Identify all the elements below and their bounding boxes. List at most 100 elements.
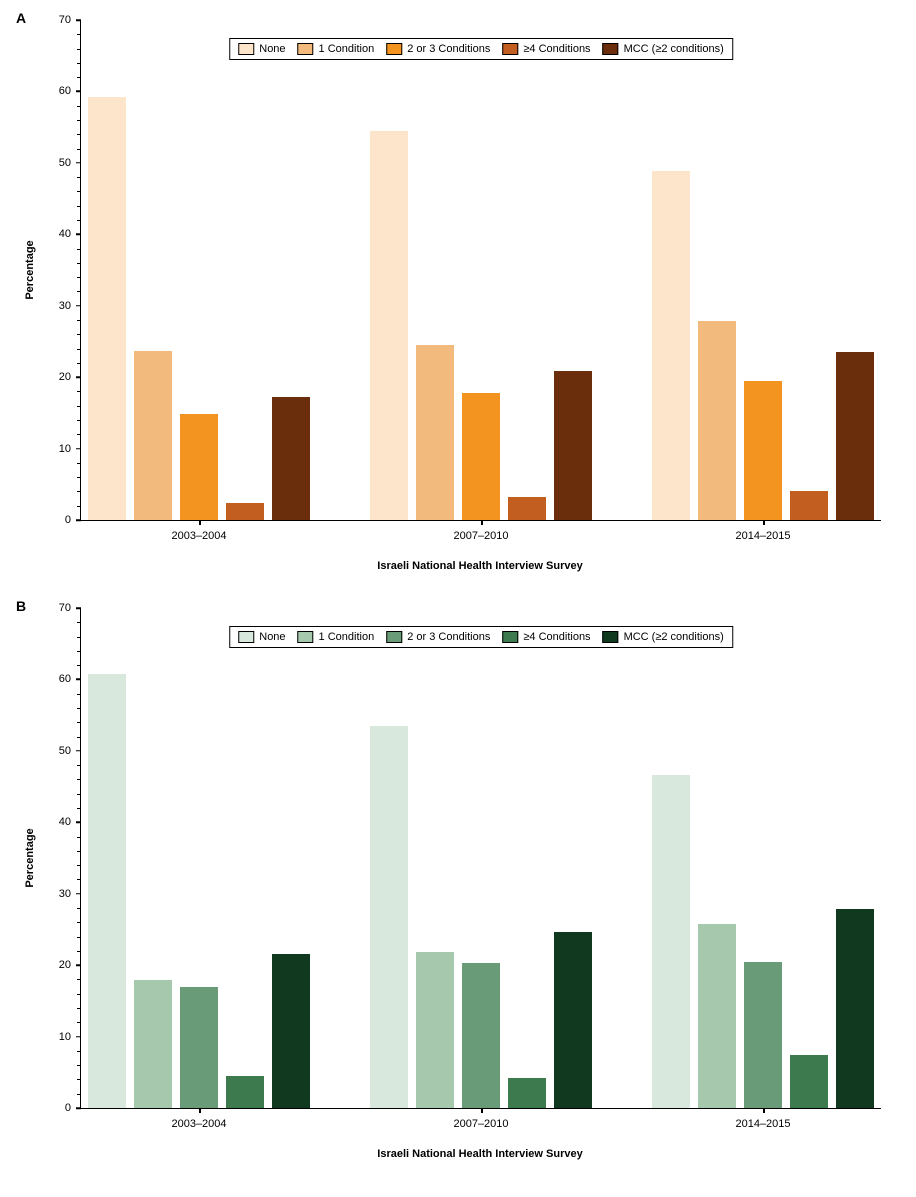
ytick-mark: [76, 19, 81, 21]
bar: [272, 954, 310, 1108]
ytick-minor: [77, 737, 81, 738]
ytick-minor: [77, 722, 81, 723]
legend-item: 2 or 3 Conditions: [386, 43, 490, 55]
ytick-minor: [77, 349, 81, 350]
ytick-label: 70: [41, 602, 71, 614]
x-axis-label: Israeli National Health Interview Survey: [377, 560, 582, 572]
ytick-minor: [77, 263, 81, 264]
legend-label: None: [259, 43, 285, 55]
ytick-minor: [77, 120, 81, 121]
legend: None1 Condition2 or 3 Conditions≥4 Condi…: [229, 38, 733, 60]
bar: [226, 1076, 264, 1108]
ytick-minor: [77, 1022, 81, 1023]
ytick-minor: [77, 879, 81, 880]
bar: [508, 1078, 546, 1108]
ytick-minor: [77, 1094, 81, 1095]
ytick-minor: [77, 908, 81, 909]
bar: [698, 924, 736, 1108]
bar: [744, 962, 782, 1108]
ytick-minor: [77, 149, 81, 150]
ytick-minor: [77, 1079, 81, 1080]
bar: [370, 131, 408, 520]
ytick-minor: [77, 994, 81, 995]
bar: [416, 952, 454, 1108]
ytick-label: 70: [41, 14, 71, 26]
ytick-minor: [77, 477, 81, 478]
ytick-minor: [77, 1008, 81, 1009]
legend-item: ≥4 Conditions: [502, 631, 590, 643]
ytick-label: 60: [41, 673, 71, 685]
xtick-mark: [199, 520, 201, 525]
legend-item: 1 Condition: [298, 631, 375, 643]
legend-swatch: [386, 43, 402, 55]
legend-item: 2 or 3 Conditions: [386, 631, 490, 643]
ytick-label: 50: [41, 157, 71, 169]
ytick-minor: [77, 922, 81, 923]
ytick-minor: [77, 249, 81, 250]
ytick-mark: [76, 1107, 81, 1109]
bar: [554, 932, 592, 1108]
xtick-mark: [199, 1108, 201, 1113]
bar: [180, 987, 218, 1108]
ytick-label: 30: [41, 300, 71, 312]
legend: None 1 Condition 2 or 3 Conditions ≥4 Condi…: [229, 626, 733, 648]
ytick-label: 40: [41, 816, 71, 828]
legend-swatch: [238, 43, 254, 55]
legend-label: 1 Condition: [319, 631, 375, 643]
bar: [836, 909, 874, 1108]
ytick-label: 50: [41, 745, 71, 757]
panel-label: A: [16, 10, 26, 26]
ytick-label: 0: [41, 1102, 71, 1114]
legend-swatch: [238, 631, 254, 643]
ytick-label: 20: [41, 959, 71, 971]
bar: [134, 980, 172, 1108]
ytick-label: 10: [41, 443, 71, 455]
bar: [652, 171, 690, 520]
ytick-minor: [77, 779, 81, 780]
ytick-minor: [77, 277, 81, 278]
ytick-label: 40: [41, 228, 71, 240]
legend-item: ≥4 Conditions: [502, 43, 590, 55]
xtick-label: 2003–2004: [171, 1118, 226, 1130]
legend-swatch: [298, 43, 314, 55]
ytick-minor: [77, 134, 81, 135]
legend-swatch: [603, 43, 619, 55]
legend-item: MCC (≥2 conditions): [603, 631, 724, 643]
ytick-minor: [77, 794, 81, 795]
ytick-minor: [77, 708, 81, 709]
ytick-minor: [77, 63, 81, 64]
ytick-label: 0: [41, 514, 71, 526]
bar: [226, 503, 264, 520]
ytick-minor: [77, 291, 81, 292]
ytick-minor: [77, 77, 81, 78]
bar: [272, 397, 310, 520]
ytick-mark: [76, 1036, 81, 1038]
ytick-minor: [77, 622, 81, 623]
ytick-mark: [76, 305, 81, 307]
ytick-mark: [76, 448, 81, 450]
legend-swatch: [502, 631, 518, 643]
ytick-minor: [77, 206, 81, 207]
ytick-mark: [76, 91, 81, 93]
ytick-minor: [77, 506, 81, 507]
legend-label: ≥4 Conditions: [523, 631, 590, 643]
legend-swatch: [603, 631, 619, 643]
ytick-minor: [77, 463, 81, 464]
ytick-minor: [77, 937, 81, 938]
legend-item: MCC (≥2 conditions): [603, 43, 724, 55]
ytick-minor: [77, 420, 81, 421]
bar: [652, 775, 690, 1108]
bar: [370, 726, 408, 1108]
panel-label: B: [16, 598, 26, 614]
ytick-label: 10: [41, 1031, 71, 1043]
legend-item: None: [238, 631, 285, 643]
xtick-mark: [481, 520, 483, 525]
bar: [462, 963, 500, 1108]
ytick-mark: [76, 893, 81, 895]
ytick-mark: [76, 964, 81, 966]
bar: [508, 497, 546, 520]
ytick-minor: [77, 865, 81, 866]
legend-label: 2 or 3 Conditions: [407, 43, 490, 55]
ytick-mark: [76, 162, 81, 164]
xtick-mark: [763, 1108, 765, 1113]
